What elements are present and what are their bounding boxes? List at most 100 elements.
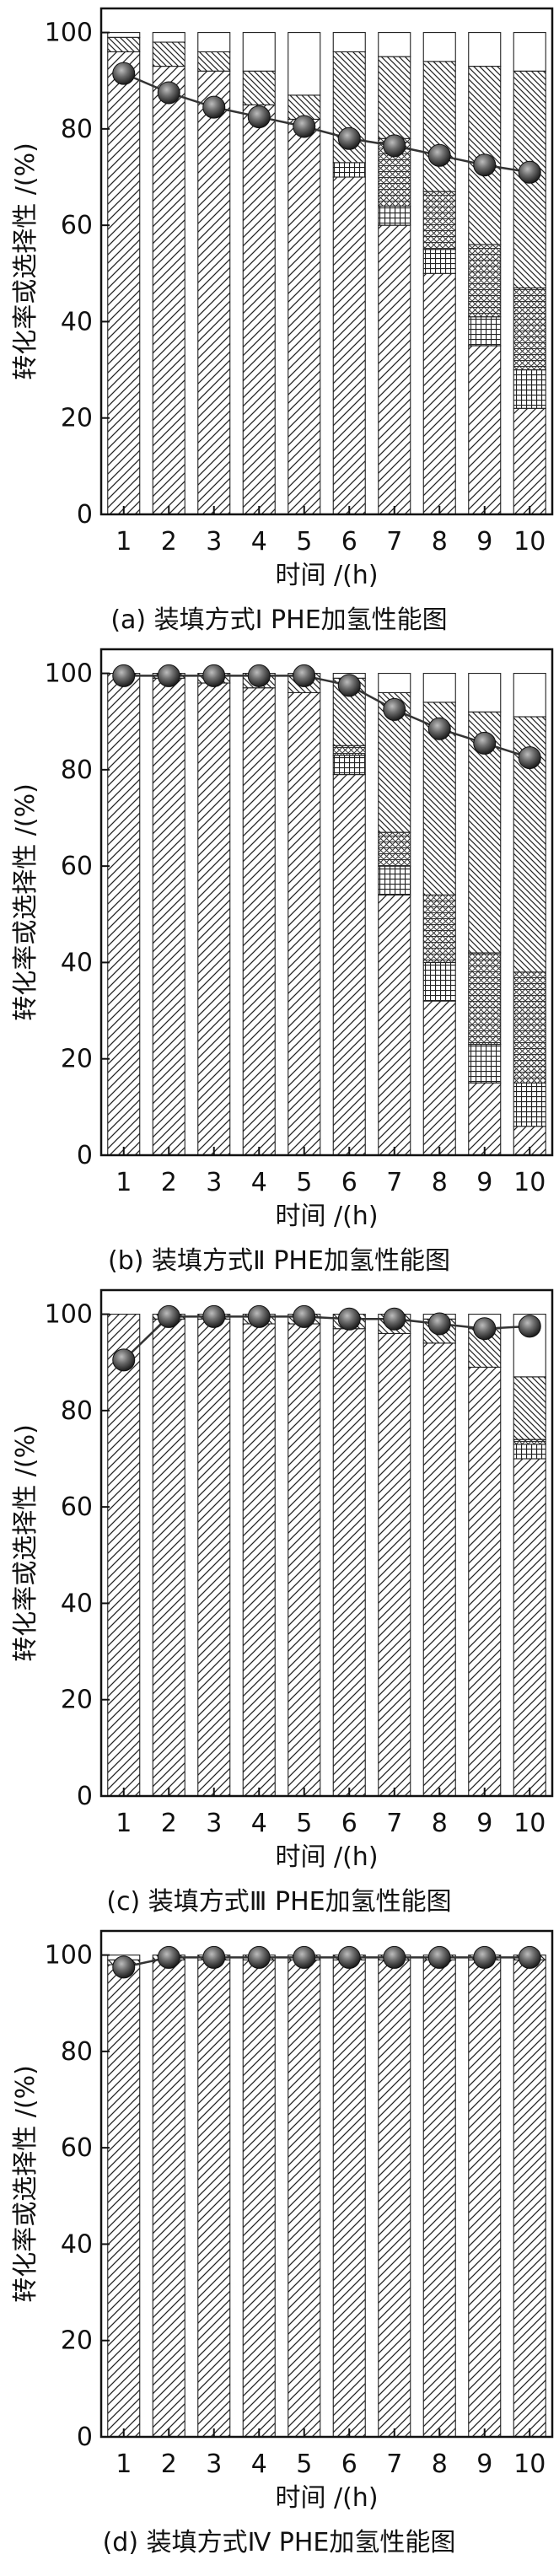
panel-caption: (d) 装填方式Ⅳ PHE加氢性能图 [103,2528,456,2557]
bar-segment [513,673,546,718]
bar-segment [197,1959,231,2438]
bar-segment [378,894,411,1156]
bar-segment [378,831,411,867]
bar-segment [152,66,185,515]
x-tick-label: 2 [161,1809,177,1838]
line-point [247,105,271,129]
x-tick-label: 4 [251,2450,267,2479]
x-tick-label: 10 [513,1809,546,1838]
bar-segment [152,32,185,43]
conversion-line [123,72,530,174]
plot-frame [99,7,554,516]
line-point [112,664,136,687]
x-axis-title: 时间 /(h) [275,1202,378,1231]
bar-segment [242,32,276,72]
x-tick-label: 4 [251,527,267,557]
line-point [157,81,180,105]
bar-segment [152,1318,185,1797]
line-point [383,134,406,158]
bar-segment [332,745,366,756]
line-point [202,1304,226,1328]
y-tick-label: 20 [61,2326,93,2356]
bar-segment [107,1314,141,1797]
bar-segment [332,774,366,1156]
bar-segment [332,1328,366,1797]
line-point [112,62,136,85]
x-tick-label: 6 [341,1168,357,1197]
x-tick-label: 2 [161,527,177,557]
plot-frame [99,648,554,1157]
chart-panel: 0 20 40 60 80 100 1 2 3 4 5 6 7 8 9 10 时间 /(h) 转化率或选择性 /(… [11,648,554,1276]
bar-segment [422,673,456,703]
bar-segment [468,1366,502,1797]
line-point [247,1945,271,1969]
line-point [427,1945,451,1969]
bar-segment [288,691,321,1156]
bar-segment [107,32,141,38]
conversion-line [123,675,530,759]
y-tick-label: 40 [61,948,93,977]
conversion-line [122,1315,530,1361]
line-point [337,1307,361,1331]
y-tick-label: 60 [61,852,93,881]
bar-segment [197,32,231,52]
bar-segment [422,272,456,515]
bar-segment [468,952,502,1046]
bar-segment [378,1332,411,1797]
line-point [337,1945,361,1969]
x-tick-label: 4 [251,1809,267,1838]
bar-segment [468,673,502,713]
bar-segment [197,70,231,515]
bar-segment [422,894,456,963]
line-point [383,1945,406,1969]
bar-segment [152,677,185,1156]
bar-segment [242,70,276,105]
bar-segment [288,1959,321,2438]
line-point [383,697,406,721]
line-point [473,153,497,177]
y-tick-label: 80 [61,115,93,144]
bar-segment [513,32,546,72]
bar-segment [107,673,141,1156]
bar-segment [422,1342,456,1797]
x-tick-label: 6 [341,527,357,557]
bar-segment [468,1044,502,1084]
panel-caption: (b) 装填方式Ⅱ PHE加氢性能图 [108,1246,450,1276]
panel-caption: (c) 装填方式Ⅲ PHE加氢性能图 [106,1887,451,1917]
bar-segment [242,104,276,515]
x-tick-label: 7 [386,1809,402,1838]
y-tick-label: 20 [61,1045,93,1074]
line-point [337,126,361,150]
y-tick-label: 80 [61,1396,93,1426]
x-tick-label: 3 [206,1168,222,1197]
line-point [202,664,226,687]
y-tick-label: 60 [61,2133,93,2163]
x-tick-label: 8 [432,527,448,557]
line-point [427,143,451,167]
bar-segment [107,36,141,52]
bar-segment [288,1323,321,1797]
bar-segment [468,345,502,515]
x-tick-label: 9 [476,1168,492,1197]
x-tick-label: 6 [341,2450,357,2479]
chart-panel: 0 20 40 60 80 100 1 2 3 4 5 6 7 8 9 10 时间 /(h) 转化率或选择性 /(… [11,1929,554,2557]
bar-segment [422,1959,456,2438]
bar-segment [422,1000,456,1156]
x-tick-label: 7 [386,1168,402,1197]
x-tick-label: 10 [513,2450,546,2479]
bar-segment [152,41,185,67]
y-tick-label: 60 [61,1492,93,1522]
line-point [383,1307,406,1331]
x-tick-label: 10 [513,527,546,557]
plot-frame [99,1288,554,1798]
line-point [202,95,226,119]
bar-segment [332,32,366,52]
bar-segment [513,287,546,371]
line-point [293,1304,316,1328]
bar-segment [242,1323,276,1797]
panel-caption: (a) 装填方式Ⅰ PHE加氢性能图 [110,605,447,635]
y-axis-title: 转化率或选择性 /(%) [11,2065,40,2303]
bar-segment [422,61,456,192]
x-tick-label: 3 [206,2450,222,2479]
